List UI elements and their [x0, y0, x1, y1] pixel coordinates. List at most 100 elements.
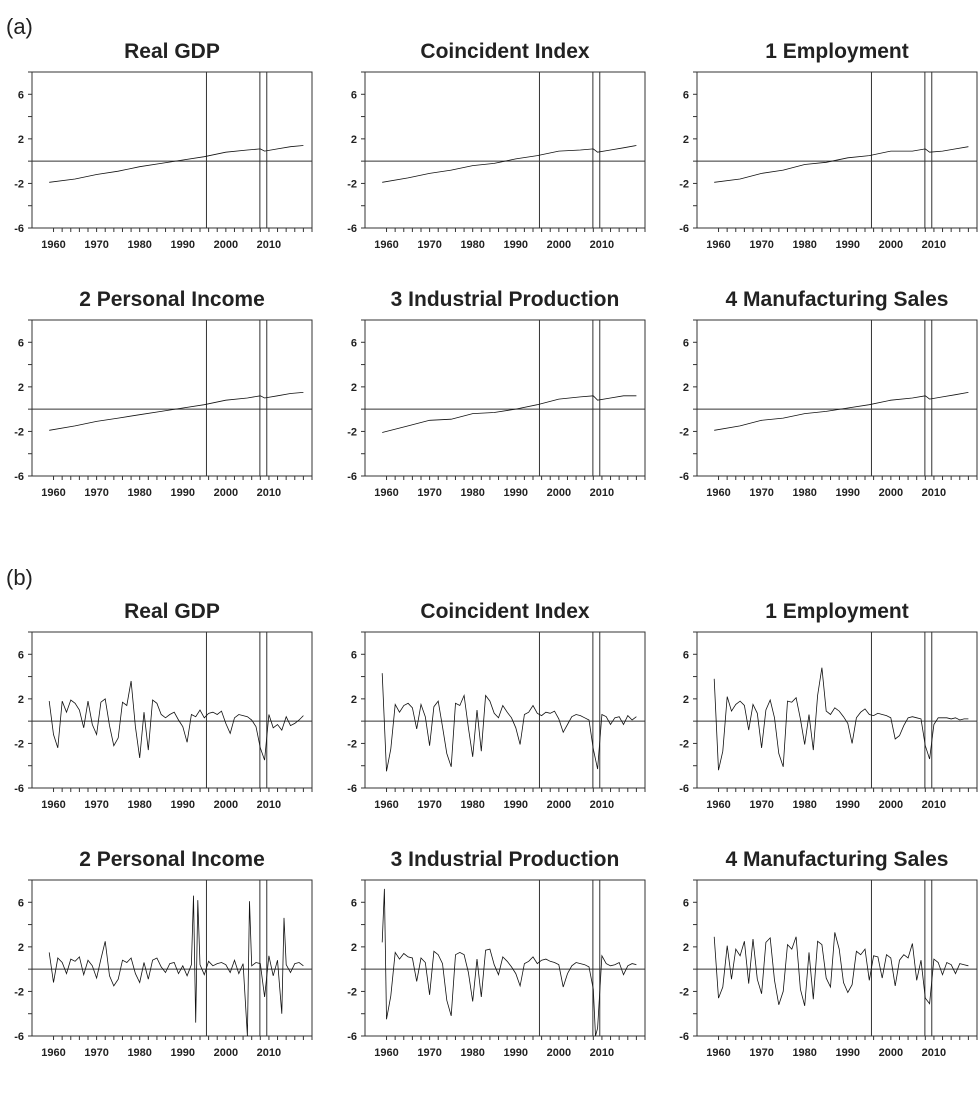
- y-tick-label: 6: [683, 897, 689, 909]
- x-tick-label: 1980: [127, 239, 151, 251]
- plot-frame: [696, 631, 978, 789]
- series-line: [49, 145, 304, 183]
- x-tick-label: 1980: [792, 799, 816, 811]
- chart-title: 4 Manufacturing Sales: [726, 848, 949, 871]
- panel-label-b: (b): [6, 565, 33, 590]
- y-tick-label: 6: [683, 337, 689, 349]
- x-tick-label: 2010: [922, 799, 946, 811]
- series-line: [382, 395, 637, 433]
- chart-7: Real GDP 6 2 -2 -6 1960 1970 1980 1990 2000 2010: [14, 600, 313, 811]
- y-tick-label: 2: [351, 694, 357, 706]
- x-tick-label: 1980: [792, 239, 816, 251]
- y-tick-label: -2: [14, 178, 24, 190]
- chart-title: 3 Industrial Production: [391, 288, 620, 311]
- y-tick-label: 2: [683, 942, 689, 954]
- x-tick-label: 2000: [214, 239, 238, 251]
- y-tick-label: -6: [14, 783, 24, 795]
- x-tick-label: 1990: [836, 239, 860, 251]
- x-tick-label: 1980: [792, 487, 816, 499]
- y-tick-label: -2: [347, 178, 357, 190]
- plot-frame: [31, 319, 313, 477]
- chart-8: Coincident Index 6 2 -2 -6 1960 1970 1980 1990 20…: [347, 600, 646, 811]
- y-tick-label: -2: [347, 986, 357, 998]
- x-tick-label: 1990: [836, 799, 860, 811]
- y-tick-label: -2: [347, 426, 357, 438]
- plot-frame: [31, 71, 313, 229]
- x-tick-label: 1970: [749, 239, 773, 251]
- x-tick-label: 1990: [836, 487, 860, 499]
- plot-frame: [364, 71, 646, 229]
- x-tick-label: 1980: [127, 487, 151, 499]
- x-tick-label: 2000: [214, 799, 238, 811]
- y-tick-label: 6: [18, 89, 24, 101]
- x-tick-label: 1990: [504, 799, 528, 811]
- x-tick-label: 2000: [547, 1047, 571, 1059]
- y-tick-label: 6: [18, 337, 24, 349]
- x-tick-label: 2010: [257, 487, 281, 499]
- y-tick-label: -6: [679, 1031, 689, 1043]
- x-tick-label: 1960: [41, 799, 65, 811]
- plot-frame: [31, 879, 313, 1037]
- y-tick-label: -2: [679, 178, 689, 190]
- x-tick-label: 2000: [547, 239, 571, 251]
- x-tick-label: 1980: [792, 1047, 816, 1059]
- x-tick-label: 1970: [749, 1047, 773, 1059]
- y-tick-label: 6: [351, 649, 357, 661]
- y-tick-label: 6: [18, 649, 24, 661]
- plot-frame: [696, 879, 978, 1037]
- x-tick-label: 1990: [171, 487, 195, 499]
- x-tick-label: 1980: [127, 799, 151, 811]
- plot-frame: [696, 319, 978, 477]
- x-tick-label: 1960: [374, 239, 398, 251]
- y-tick-label: -2: [679, 986, 689, 998]
- x-tick-label: 2010: [922, 239, 946, 251]
- x-tick-label: 2010: [590, 1047, 614, 1059]
- x-tick-label: 2000: [547, 487, 571, 499]
- y-tick-label: -6: [679, 783, 689, 795]
- y-tick-label: -6: [679, 223, 689, 235]
- panel-label-a: (a): [6, 14, 33, 39]
- chart-title: 4 Manufacturing Sales: [726, 288, 949, 311]
- x-tick-label: 1970: [84, 799, 108, 811]
- x-tick-label: 1960: [706, 487, 730, 499]
- x-tick-label: 1980: [460, 1047, 484, 1059]
- x-tick-label: 1980: [460, 799, 484, 811]
- x-tick-label: 2000: [214, 1047, 238, 1059]
- y-tick-label: -2: [679, 738, 689, 750]
- x-tick-label: 1960: [41, 1047, 65, 1059]
- y-tick-label: 2: [683, 382, 689, 394]
- series-line: [714, 146, 969, 183]
- x-tick-label: 2000: [879, 487, 903, 499]
- y-tick-label: -6: [347, 1031, 357, 1043]
- y-tick-label: 2: [18, 694, 24, 706]
- chart-title: 2 Personal Income: [79, 288, 265, 311]
- chart-5: 3 Industrial Production 6 2 -2 -6 1960 1970 198…: [347, 288, 646, 499]
- chart-9: 1 Employment 6 2 -2 -6 1960 1970 1980 1990 2000 20…: [679, 600, 978, 811]
- series-line: [713, 667, 969, 771]
- y-tick-label: -2: [14, 426, 24, 438]
- series-line: [49, 392, 304, 431]
- x-tick-label: 2000: [879, 799, 903, 811]
- plot-frame: [364, 631, 646, 789]
- y-tick-label: 2: [351, 942, 357, 954]
- y-tick-label: 2: [18, 942, 24, 954]
- y-tick-label: 6: [18, 897, 24, 909]
- x-tick-label: 1970: [84, 487, 108, 499]
- plot-frame: [31, 631, 313, 789]
- chart-10: 2 Personal Income 6 2 -2 -6 1960 1970 1980 1990 2…: [14, 848, 313, 1059]
- x-tick-label: 1970: [417, 239, 441, 251]
- x-tick-label: 1990: [171, 799, 195, 811]
- x-tick-label: 1980: [460, 487, 484, 499]
- x-tick-label: 1970: [417, 1047, 441, 1059]
- y-tick-label: -2: [14, 738, 24, 750]
- chart-title: Real GDP: [124, 600, 220, 623]
- x-tick-label: 2000: [879, 239, 903, 251]
- x-tick-label: 1970: [84, 1047, 108, 1059]
- chart-11: 3 Industrial Production 6 2 -2 -6 1960 1970 198…: [347, 848, 646, 1059]
- y-tick-label: 2: [18, 134, 24, 146]
- x-tick-label: 1960: [374, 487, 398, 499]
- y-tick-label: -6: [14, 223, 24, 235]
- plot-frame: [696, 71, 978, 229]
